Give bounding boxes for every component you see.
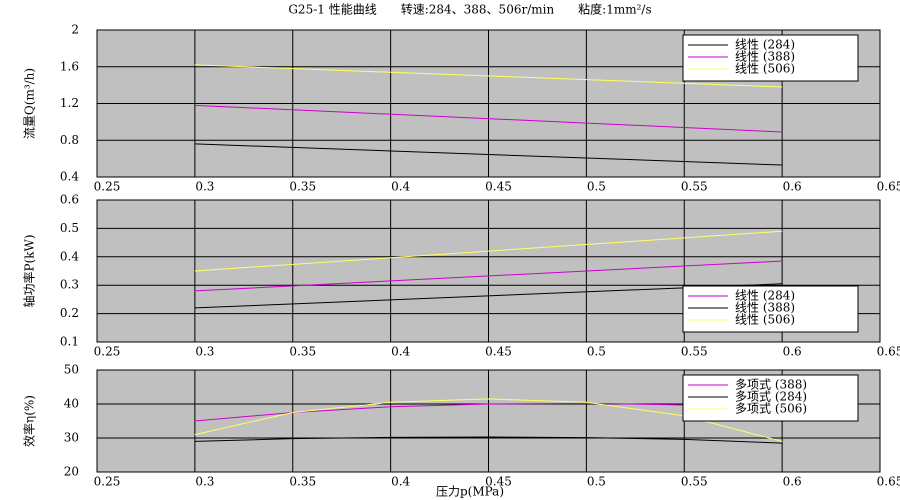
x-tick-label: 0.3 [195,180,214,194]
y-axis-label: 流量Q(m³/h) [23,68,37,139]
x-tick-label: 0.5 [587,475,606,489]
x-tick-label: 0.65 [877,475,900,489]
legend-box [682,34,859,82]
x-tick-label: 0.6 [783,475,802,489]
line-series [194,143,783,166]
y-tick-label: 50 [64,363,79,377]
x-tick-label: 0.65 [877,180,900,194]
x-tick-label: 0.6 [783,180,802,194]
x-tick-label: 0.35 [289,180,316,194]
y-tick-label: 0.5 [60,221,79,235]
legend-label: 线性 (388) [735,301,795,315]
x-tick-label: 0.4 [391,475,410,489]
y-tick-label: 20 [64,465,79,479]
y-tick-label: 40 [64,397,79,411]
line-series [194,64,783,88]
y-tick-label: 0.4 [60,249,79,263]
x-tick-label: 0.55 [681,345,708,359]
line-series [194,104,783,133]
line-series [194,230,783,272]
y-tick-label: 1.6 [60,59,79,73]
legend-label: 线性 (284) [735,289,795,303]
x-tick-label: 0.45 [485,180,512,194]
x-tick-label: 0.3 [195,475,214,489]
legend-label: 线性 (506) [735,313,795,327]
x-tick-label: 0.25 [94,475,121,489]
legend-label: 线性 (388) [735,50,795,64]
legend-label: 多项式 (284) [735,390,807,404]
line-series [194,436,783,444]
legend-label: 多项式 (388) [735,378,807,392]
legend-label: 多项式 (506) [735,402,807,416]
x-tick-label: 0.3 [195,345,214,359]
x-tick-label: 0.5 [587,345,606,359]
y-tick-label: 0.1 [60,335,79,349]
x-tick-label: 0.45 [485,345,512,359]
x-axis-label: 压力p(MPa) [436,485,504,499]
x-tick-label: 0.45 [485,475,512,489]
x-tick-label: 0.35 [289,475,316,489]
y-tick-label: 1.2 [60,96,79,110]
y-axis-label: 轴功率P(kW) [22,234,37,307]
x-tick-label: 0.5 [587,180,606,194]
y-tick-label: 0.8 [60,133,79,147]
x-tick-label: 0.55 [681,475,708,489]
chart-title: G25-1 性能曲线 转速:284、388、506r/min 粘度:1mm²/s [288,2,651,17]
x-tick-label: 0.25 [94,345,121,359]
line-series [194,260,783,292]
legend-label: 线性 (284) [735,38,795,52]
y-axis-label: 效率η(%) [22,395,37,447]
x-tick-label: 0.4 [391,180,410,194]
y-tick-label: 30 [64,431,79,445]
x-tick-label: 0.55 [681,180,708,194]
y-tick-label: 0.6 [60,193,79,207]
legend-box [682,374,859,422]
x-tick-label: 0.35 [289,345,316,359]
x-tick-label: 0.25 [94,180,121,194]
x-tick-label: 0.4 [391,345,410,359]
x-tick-label: 0.65 [877,345,900,359]
y-tick-label: 0.2 [60,306,79,320]
legend-box [682,285,859,333]
x-tick-label: 0.6 [783,345,802,359]
y-tick-label: 0.4 [60,170,79,184]
y-tick-label: 2 [71,23,79,37]
y-tick-label: 0.3 [60,278,79,292]
legend-label: 线性 (506) [735,62,795,76]
